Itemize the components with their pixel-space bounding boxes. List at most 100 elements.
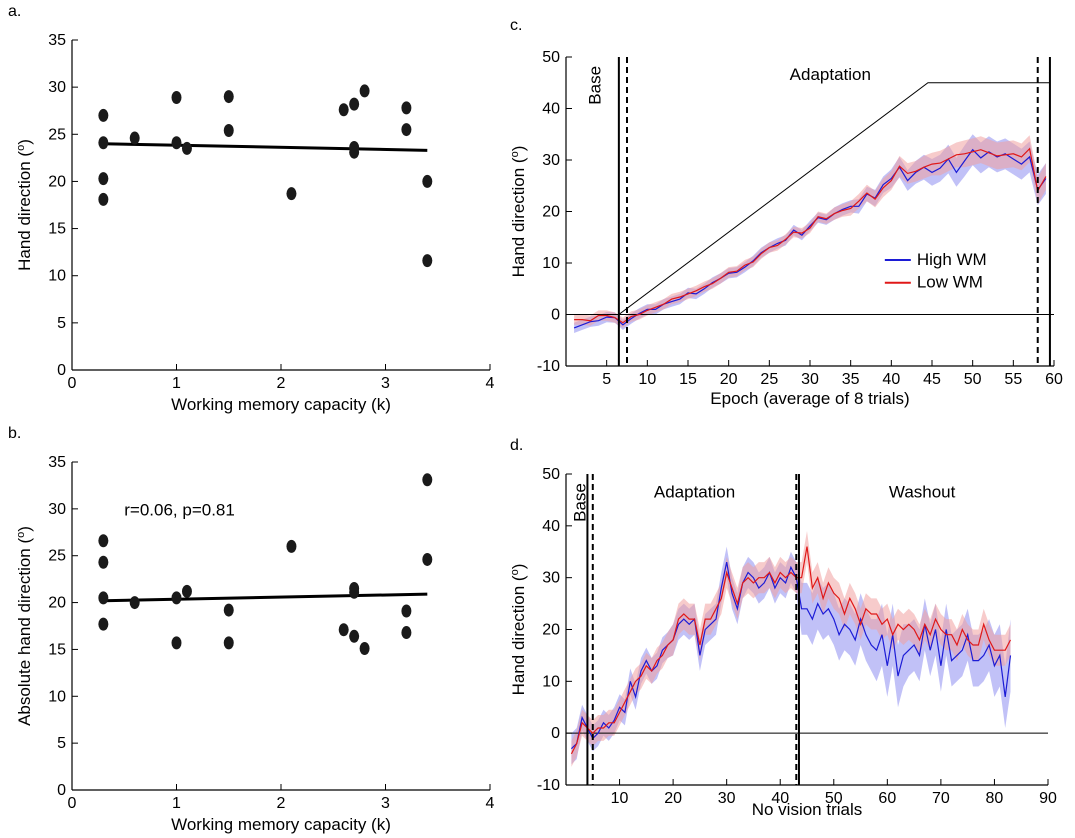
- y-tick-label: 10: [48, 688, 66, 705]
- y-tick-label: 15: [48, 221, 66, 238]
- correlation-annotation: r=0.06, p=0.81: [124, 500, 235, 519]
- x-tick-label: 5: [602, 371, 611, 388]
- x-tick-label: 30: [801, 371, 819, 388]
- panel-a: a. 0 5 10 15 20 25 30 35 0 1 2 3 4 Working memory capa…: [8, 3, 495, 414]
- data-point: [401, 626, 412, 640]
- x-tick-label: 60: [878, 790, 896, 807]
- series-line-high-wm: [573, 148, 1047, 329]
- data-point: [401, 123, 412, 137]
- y-tick-label: 20: [542, 204, 560, 221]
- data-point: [223, 124, 234, 138]
- x-tick-label: 70: [932, 790, 950, 807]
- base-annotation: Base: [585, 66, 604, 105]
- data-point: [171, 591, 182, 605]
- panel-b: b. 0 5 10 15 20 25 30 35 0 1 2 3 4 Working memory capa…: [8, 425, 495, 834]
- y-axis-label: Absolute hand direction (o): [15, 526, 34, 726]
- x-tick-label: 2: [277, 795, 286, 812]
- y-tick-label: 10: [542, 255, 560, 272]
- x-tick-label: 4: [486, 795, 495, 812]
- x-tick-label: 2: [277, 375, 286, 392]
- y-tick-label: 40: [542, 518, 560, 535]
- x-axis-label: Epoch (average of 8 trials): [710, 389, 909, 408]
- y-tick-label: 10: [542, 673, 560, 690]
- panel-label: b.: [8, 425, 21, 442]
- panel-label: a.: [8, 3, 21, 20]
- data-point: [98, 617, 109, 631]
- panel-d: d. -10 0 10 20 30 40 50 10 20 30 40 50 60 70 80 90 No vis…: [510, 437, 1057, 819]
- x-tick-label: 10: [638, 371, 656, 388]
- data-point: [349, 97, 360, 111]
- adaptation-label: Adaptation: [654, 482, 735, 501]
- panel-c: c. -10 0 10 20 30 40 50 5 10 15 20 25 30 35 40 45 50 55 60 E…: [510, 17, 1063, 408]
- data-point: [401, 604, 412, 618]
- data-point: [129, 596, 140, 610]
- x-tick-label: 40: [771, 790, 789, 807]
- series-line-low-wm: [570, 546, 1012, 755]
- ylabel-close: ): [15, 526, 34, 532]
- data-point: [129, 131, 140, 145]
- y-tick-label: 30: [48, 501, 66, 518]
- y-tick-label: 10: [48, 268, 66, 285]
- x-tick-label: 60: [1045, 371, 1063, 388]
- data-point: [171, 636, 182, 650]
- data-point: [223, 90, 234, 104]
- y-axis-label-text: Absolute hand direction (o): [15, 526, 34, 726]
- y-axis-label: Hand direction (o): [509, 146, 528, 278]
- base-label: Base: [585, 66, 604, 105]
- x-tick-label: 3: [381, 375, 390, 392]
- data-point: [422, 552, 433, 566]
- data-point: [98, 555, 109, 569]
- data-point: [98, 108, 109, 122]
- x-tick-label: 0: [68, 795, 77, 812]
- regression-line: [103, 142, 428, 152]
- ylabel-main: Hand direction (: [509, 157, 528, 277]
- ylabel-unit: o: [509, 151, 521, 157]
- y-tick-label: 35: [48, 32, 66, 49]
- rotation-schedule-line: [618, 82, 1050, 315]
- ylabel-main: Hand direction (: [15, 151, 34, 271]
- series-line-low-wm: [574, 147, 1047, 324]
- error-band-low-wm: [574, 135, 1046, 328]
- series-line-high-wm: [570, 561, 1012, 750]
- legend-label-high-wm: High WM: [917, 250, 987, 269]
- y-tick-label: 5: [57, 315, 66, 332]
- x-tick-label: 30: [718, 790, 736, 807]
- data-point: [349, 585, 360, 599]
- ylabel-close: ): [15, 139, 34, 145]
- data-point: [422, 473, 433, 487]
- data-point: [338, 623, 349, 637]
- ylabel-unit: o: [509, 569, 521, 575]
- data-point: [98, 534, 109, 548]
- y-tick-label: 5: [57, 735, 66, 752]
- x-tick-label: 1: [172, 795, 181, 812]
- x-tick-label: 40: [882, 371, 900, 388]
- adaptation-label: Adaptation: [790, 65, 871, 84]
- y-tick-label: -10: [537, 358, 560, 375]
- y-axis-label: Hand direction (o): [509, 564, 528, 696]
- y-tick-label: 35: [48, 454, 66, 471]
- data-point: [181, 584, 192, 598]
- x-tick-label: 1: [172, 375, 181, 392]
- data-point: [401, 101, 412, 115]
- y-tick-label: 20: [48, 595, 66, 612]
- regression-line: [103, 592, 428, 603]
- y-tick-label: 30: [542, 152, 560, 169]
- x-tick-label: 15: [679, 371, 697, 388]
- x-axis-label: Working memory capacity (k): [171, 395, 391, 414]
- data-point: [223, 603, 234, 617]
- y-tick-label: 40: [542, 101, 560, 118]
- y-tick-label: 25: [48, 126, 66, 143]
- y-tick-label: 30: [542, 570, 560, 587]
- y-tick-label: 0: [551, 725, 560, 742]
- x-tick-label: 20: [720, 371, 738, 388]
- data-point: [181, 141, 192, 155]
- data-point: [349, 145, 360, 159]
- y-tick-label: 50: [542, 49, 560, 66]
- data-point: [422, 254, 433, 268]
- data-point: [98, 172, 109, 186]
- data-point: [223, 636, 234, 650]
- legend-label-low-wm: Low WM: [917, 273, 983, 292]
- x-axis-label: No vision trials: [752, 800, 863, 819]
- y-axis-label-text: Hand direction (o): [15, 139, 34, 271]
